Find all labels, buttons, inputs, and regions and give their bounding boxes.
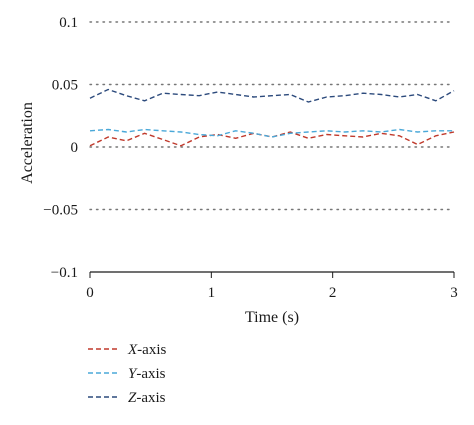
legend-label-2: Y-axis xyxy=(128,366,166,382)
legend: X-axis Y-axis Z-axis xyxy=(88,342,166,406)
x-tick-label: 3 xyxy=(450,285,458,301)
series-line-2 xyxy=(89,128,454,138)
axes xyxy=(89,271,455,278)
y-tick-label: −0.05 xyxy=(43,203,78,219)
series-lines xyxy=(89,88,455,147)
series-line-3 xyxy=(89,88,455,103)
legend-label-1: X-axis xyxy=(127,342,166,358)
y-tick-label: 0.05 xyxy=(52,78,78,94)
x-tick-label: 1 xyxy=(208,285,216,301)
y-tick-label: 0.1 xyxy=(59,15,78,31)
x-axis-label: Time (s) xyxy=(245,309,299,326)
x-tick-label: 2 xyxy=(329,285,337,301)
tick-labels: 0 1 2 3 0.1 0.05 0 −0.05 −0.1 xyxy=(43,15,457,301)
x-tick-label: 0 xyxy=(86,285,94,301)
series-line-1 xyxy=(89,131,455,147)
grid-lines xyxy=(89,21,455,211)
y-axis-label: Acceleration xyxy=(19,102,36,184)
legend-label-3: Z-axis xyxy=(128,390,166,406)
y-tick-label: 0 xyxy=(71,140,79,156)
y-tick-label: −0.1 xyxy=(51,265,78,281)
